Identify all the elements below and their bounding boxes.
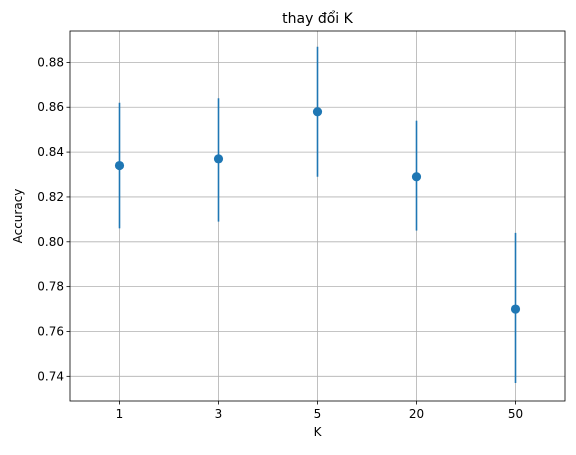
y-tick-label: 0.88: [37, 55, 64, 69]
y-tick-label: 0.78: [37, 280, 64, 294]
y-tick-label: 0.76: [37, 324, 64, 338]
y-axis-label: Accuracy: [11, 189, 25, 244]
data-points: [114, 107, 521, 314]
y-tick-label: 0.82: [37, 190, 64, 204]
chart-title: thay đổi K: [282, 10, 353, 27]
data-point: [510, 304, 521, 314]
data-point: [114, 160, 125, 171]
y-tick-label: 0.74: [37, 369, 64, 383]
x-tick-label: 5: [314, 407, 322, 421]
data-point: [213, 154, 224, 164]
x-tick-label: 3: [215, 407, 223, 421]
x-tick-label: 50: [508, 407, 523, 421]
axis-ticks: 1 3 5 20 50 0.74 0.76 0.78 0.80 0.82 0.84 0.86 0.88: [37, 55, 523, 421]
y-tick-label: 0.80: [37, 235, 64, 249]
y-tick-label: 0.84: [37, 145, 64, 159]
data-point: [312, 107, 323, 117]
y-tick-label: 0.86: [37, 100, 64, 114]
x-axis-label: K: [314, 425, 323, 439]
x-tick-label: 20: [409, 407, 424, 421]
data-point: [411, 172, 422, 182]
x-tick-label: 1: [116, 407, 124, 421]
